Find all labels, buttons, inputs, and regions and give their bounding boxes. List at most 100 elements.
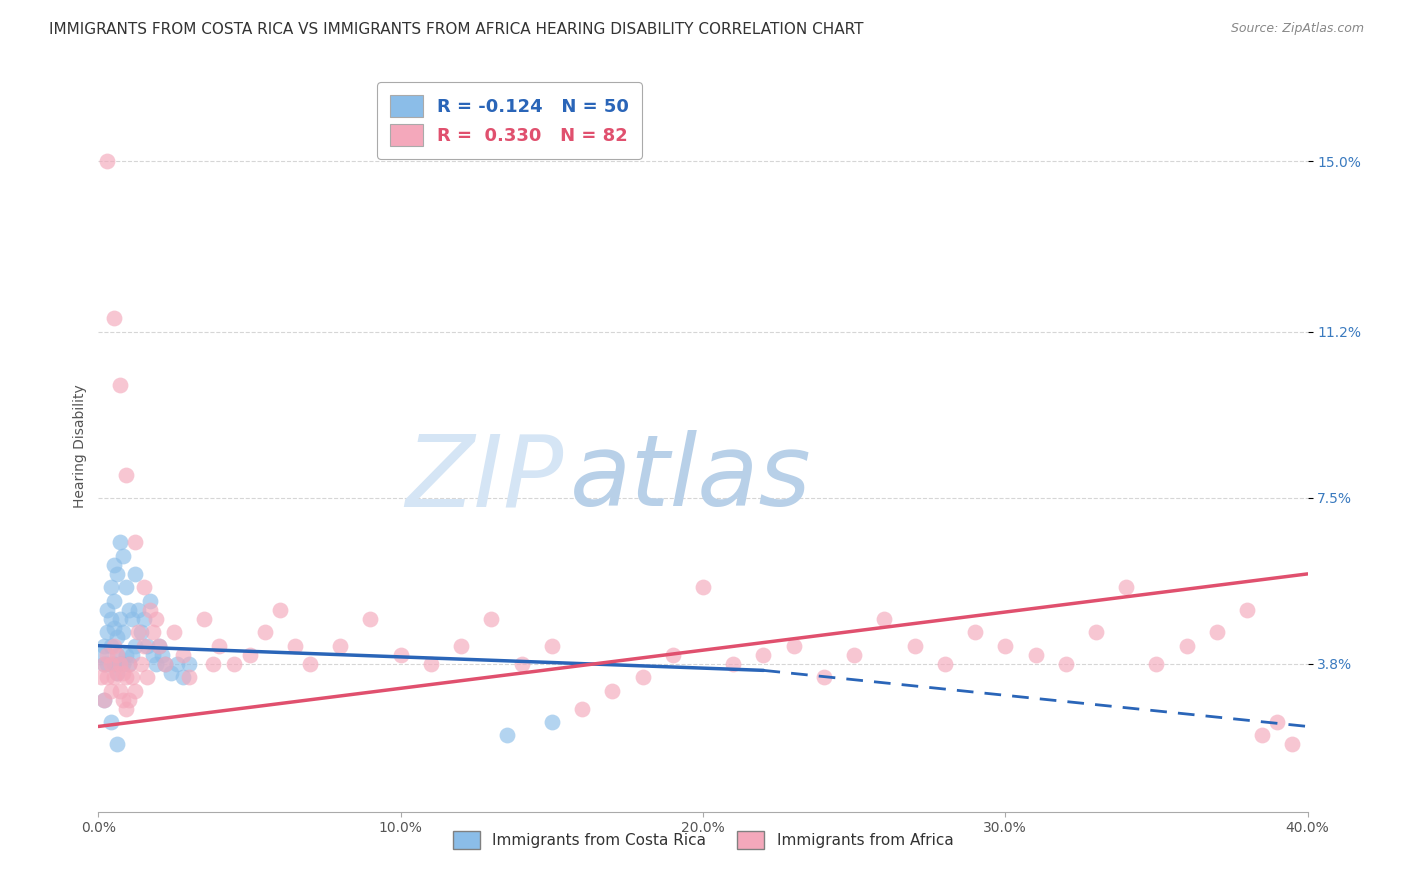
Point <box>105 665 128 680</box>
Point <box>571 701 593 715</box>
Point <box>96 154 118 169</box>
Point <box>111 549 134 563</box>
Point <box>1281 738 1303 752</box>
Point <box>127 603 149 617</box>
Point <box>420 657 443 671</box>
Point <box>100 714 122 729</box>
Point <box>179 657 201 671</box>
Point <box>96 648 118 662</box>
Legend: Immigrants from Costa Rica, Immigrants from Africa: Immigrants from Costa Rica, Immigrants f… <box>447 824 959 855</box>
Point <box>329 639 352 653</box>
Point <box>208 639 231 653</box>
Point <box>602 683 624 698</box>
Point <box>510 657 533 671</box>
Point <box>269 603 291 617</box>
Point <box>103 621 125 635</box>
Point <box>253 625 276 640</box>
Point <box>103 670 125 684</box>
Point <box>148 639 170 653</box>
Point <box>127 625 149 640</box>
Point <box>114 648 136 662</box>
Point <box>114 670 136 684</box>
Point <box>540 714 562 729</box>
Point <box>661 648 683 662</box>
Point <box>481 612 503 626</box>
Point <box>172 648 194 662</box>
Text: atlas: atlas <box>569 431 811 527</box>
Point <box>873 612 896 626</box>
Point <box>124 639 146 653</box>
Point <box>1054 657 1077 671</box>
Point <box>1085 625 1108 640</box>
Point <box>108 535 131 549</box>
Point <box>139 603 162 617</box>
Point <box>121 648 143 662</box>
Point <box>1144 657 1167 671</box>
Point <box>148 639 170 653</box>
Point <box>1115 580 1137 594</box>
Point <box>103 657 125 671</box>
Point <box>202 657 225 671</box>
Point <box>166 657 188 671</box>
Point <box>142 648 165 662</box>
Point <box>160 665 183 680</box>
Point <box>124 566 146 581</box>
Point <box>105 566 128 581</box>
Point <box>224 657 246 671</box>
Point <box>153 657 176 671</box>
Point <box>723 657 745 671</box>
Point <box>118 657 141 671</box>
Point <box>96 657 118 671</box>
Point <box>105 648 128 662</box>
Text: Source: ZipAtlas.com: Source: ZipAtlas.com <box>1230 22 1364 36</box>
Point <box>1175 639 1198 653</box>
Point <box>179 670 201 684</box>
Point <box>103 311 125 326</box>
Point <box>139 594 162 608</box>
Point <box>111 665 134 680</box>
Point <box>631 670 654 684</box>
Point <box>153 657 176 671</box>
Point <box>450 639 472 653</box>
Point <box>96 603 118 617</box>
Point <box>121 670 143 684</box>
Point <box>389 648 412 662</box>
Point <box>1206 625 1229 640</box>
Point <box>96 625 118 640</box>
Point <box>540 639 562 653</box>
Point <box>965 625 987 640</box>
Point <box>239 648 262 662</box>
Point <box>111 692 134 706</box>
Point <box>103 639 125 653</box>
Point <box>111 657 134 671</box>
Point <box>93 657 115 671</box>
Point <box>118 603 141 617</box>
Point <box>114 580 136 594</box>
Point <box>135 639 157 653</box>
Point <box>108 657 131 671</box>
Point <box>100 639 122 653</box>
Point <box>100 612 122 626</box>
Point <box>129 657 152 671</box>
Point <box>193 612 215 626</box>
Point <box>93 657 115 671</box>
Point <box>142 625 165 640</box>
Point <box>132 580 155 594</box>
Point <box>105 738 128 752</box>
Point <box>93 692 115 706</box>
Point <box>145 612 167 626</box>
Point <box>132 639 155 653</box>
Point <box>108 657 131 671</box>
Point <box>90 670 112 684</box>
Point <box>813 670 835 684</box>
Point <box>96 670 118 684</box>
Point <box>1024 648 1046 662</box>
Point <box>93 692 115 706</box>
Point <box>904 639 927 653</box>
Point <box>172 670 194 684</box>
Point <box>121 612 143 626</box>
Point <box>90 648 112 662</box>
Point <box>103 558 125 572</box>
Point <box>752 648 775 662</box>
Point <box>93 639 115 653</box>
